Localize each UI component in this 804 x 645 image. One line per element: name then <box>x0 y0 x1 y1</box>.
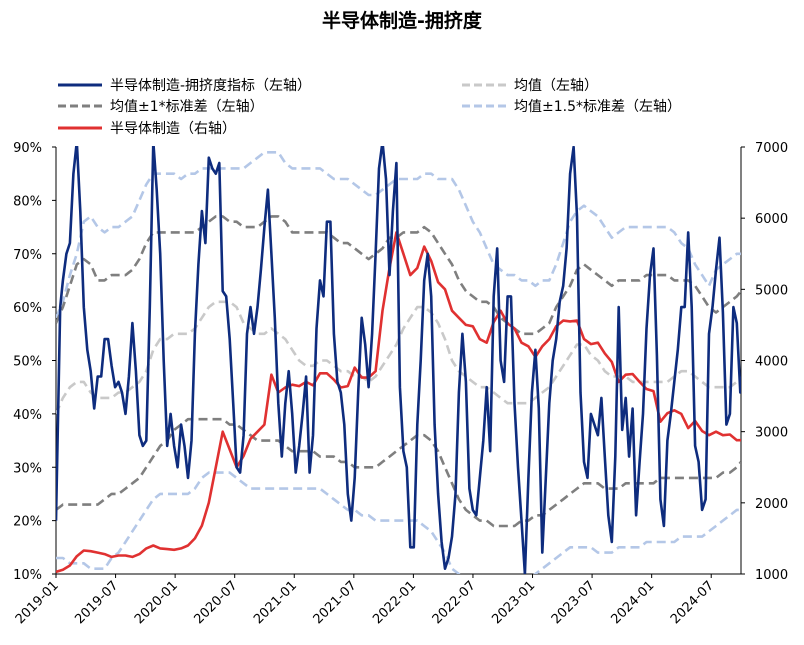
x-tick-label: 2020-01 <box>132 578 181 627</box>
series-line <box>56 146 741 574</box>
x-tick-label: 2020-07 <box>192 578 241 627</box>
x-tick-label: 2023-01 <box>489 578 538 627</box>
series-line-upper <box>56 215 741 336</box>
y-right-tick-label: 5000 <box>755 283 788 298</box>
x-tick-label: 2021-07 <box>311 578 360 627</box>
series-line-lower <box>56 471 741 574</box>
legend-label: 均值±1.5*标准差（左轴） <box>514 99 681 115</box>
x-tick-label: 2022-01 <box>370 578 419 627</box>
x-tick-label: 2023-07 <box>549 578 598 627</box>
y-left-tick-label: 80% <box>13 194 42 209</box>
legend-label: 半导体制造-拥挤度指标（左轴） <box>110 78 311 94</box>
y-right-tick-label: 4000 <box>755 355 788 370</box>
y-right-tick-label: 6000 <box>755 212 788 227</box>
x-tick-label: 2024-07 <box>668 578 717 627</box>
y-left-tick-label: 70% <box>13 248 42 263</box>
chart-title: 半导体制造-拥挤度 <box>322 10 482 32</box>
x-tick-label: 2022-07 <box>430 578 479 627</box>
legend-label: 半导体制造（右轴） <box>110 121 236 137</box>
x-tick-label: 2024-01 <box>608 578 657 627</box>
x-tick-label: 2019-01 <box>13 578 62 627</box>
y-right-tick-label: 3000 <box>755 426 788 441</box>
legend-label: 均值±1*标准差（左轴） <box>110 99 264 115</box>
y-right-tick-label: 1000 <box>755 568 788 583</box>
y-left-tick-label: 50% <box>13 355 42 370</box>
x-tick-label: 2021-01 <box>251 578 300 627</box>
y-right-tick-label: 2000 <box>755 497 788 512</box>
legend-label: 均值（左轴） <box>514 78 598 94</box>
series-line <box>56 231 741 574</box>
x-tick-label: 2019-07 <box>72 578 121 627</box>
y-left-tick-label: 10% <box>13 568 42 583</box>
y-right-tick-label: 7000 <box>755 141 788 156</box>
y-left-tick-label: 60% <box>13 301 42 316</box>
y-left-tick-label: 20% <box>13 515 42 530</box>
y-left-tick-label: 90% <box>13 141 42 156</box>
series-line-lower <box>56 417 741 528</box>
series-line-upper <box>56 151 741 319</box>
y-left-tick-label: 40% <box>13 408 42 423</box>
series-line <box>56 300 741 415</box>
y-left-tick-label: 30% <box>13 461 42 476</box>
